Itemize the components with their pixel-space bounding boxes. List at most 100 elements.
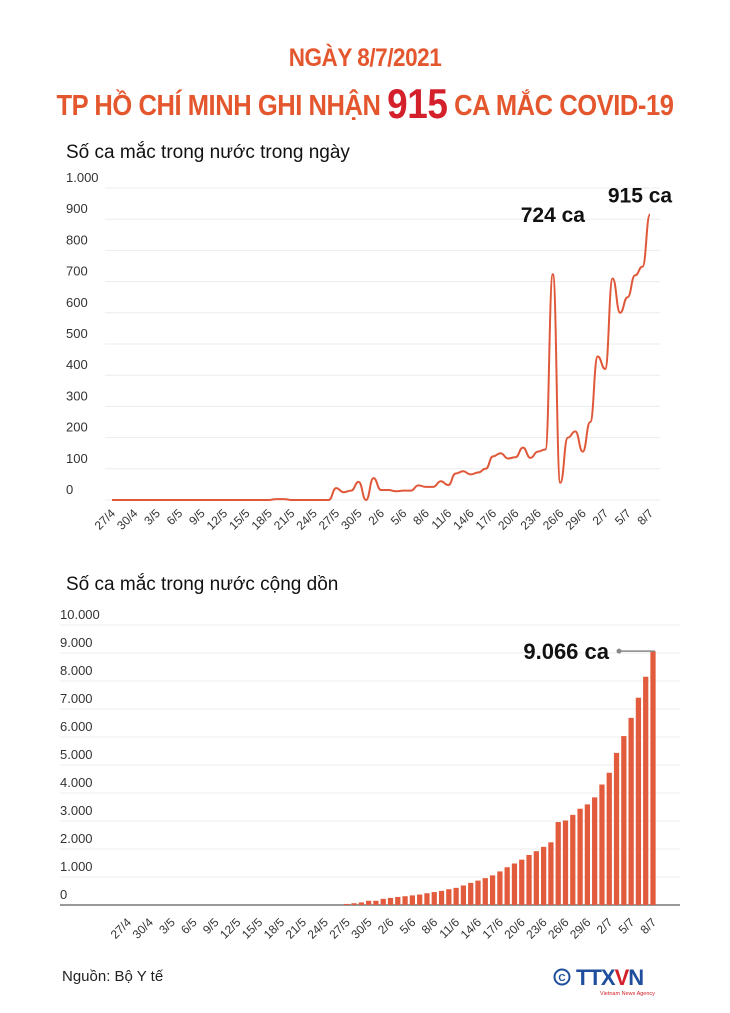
x-tick-label: 6/5 (164, 506, 186, 528)
y-tick-label: 1.000 (66, 170, 99, 185)
y-tick-label: 4.000 (60, 775, 93, 790)
cumulative-bar (395, 897, 401, 905)
cumulative-bar (599, 784, 605, 905)
cumulative-chart-title: Số ca mắc trong nước cộng dồn (66, 574, 339, 595)
y-tick-label: 400 (66, 357, 88, 372)
cumulative-bar (606, 772, 612, 905)
y-tick-label: 700 (66, 264, 88, 279)
cumulative-bar (643, 676, 649, 905)
y-tick-label: 0 (60, 887, 67, 902)
x-tick-label: 5/6 (397, 915, 419, 937)
cumulative-bar (373, 900, 379, 905)
x-tick-label: 18/5 (249, 506, 276, 533)
y-tick-label: 300 (66, 388, 88, 403)
x-tick-label: 30/4 (114, 506, 141, 533)
x-tick-label: 15/5 (239, 915, 266, 942)
x-tick-label: 6/5 (178, 915, 200, 937)
x-tick-label: 29/6 (567, 915, 594, 942)
svg-text:Vietnam News Agency: Vietnam News Agency (600, 991, 655, 997)
x-tick-label: 20/6 (495, 506, 522, 533)
daily-cases-line (111, 213, 651, 502)
cumulative-bar (497, 871, 503, 905)
cumulative-bar (446, 889, 452, 905)
svg-text:TTXVN: TTXVN (576, 965, 643, 990)
cumulative-bar (344, 903, 350, 905)
cumulative-bar (541, 846, 547, 905)
x-tick-label: 26/6 (545, 915, 572, 942)
cumulative-bar (424, 893, 430, 905)
annotation-label: 9.066 ca (523, 639, 609, 664)
svg-text:C: C (558, 973, 565, 984)
cumulative-bar (438, 890, 445, 905)
x-tick-label: 27/4 (92, 506, 119, 533)
cumulative-bar (417, 894, 423, 905)
x-tick-label: 20/6 (501, 915, 528, 942)
x-tick-label: 12/5 (217, 915, 244, 942)
y-tick-label: 10.000 (60, 607, 100, 622)
cumulative-bar (628, 717, 634, 905)
annotation-label: 915 ca (608, 185, 673, 208)
x-tick-label: 2/6 (375, 915, 397, 937)
copyright-icon (553, 968, 571, 986)
x-tick-label: 17/6 (473, 506, 500, 533)
cumulative-bar (621, 736, 627, 905)
headline-after: CA MẮC COVID-19 (454, 90, 674, 122)
cumulative-bar (613, 752, 620, 905)
cumulative-bar (460, 885, 467, 905)
cumulative-bar (358, 902, 364, 905)
y-tick-label: 100 (66, 451, 88, 466)
x-tick-label: 14/6 (450, 506, 477, 533)
x-tick-label: 8/6 (419, 915, 441, 937)
x-tick-label: 30/4 (130, 915, 157, 942)
daily-chart-title: Số ca mắc trong nước trong ngày (66, 142, 350, 163)
x-tick-label: 11/6 (436, 915, 462, 941)
x-tick-label: 3/5 (156, 915, 178, 937)
cumulative-bar (475, 880, 481, 905)
x-tick-label: 8/7 (634, 506, 656, 528)
cumulative-bar (431, 892, 437, 905)
y-tick-label: 2.000 (60, 831, 93, 846)
cumulative-bar (584, 804, 590, 905)
y-tick-label: 9.000 (60, 635, 93, 650)
cumulative-bar (366, 900, 372, 905)
x-tick-label: 24/5 (293, 506, 320, 533)
x-tick-label: 23/6 (523, 915, 550, 942)
cumulative-bar (519, 859, 525, 905)
y-tick-label: 8.000 (60, 663, 93, 678)
x-tick-label: 8/6 (410, 506, 432, 528)
cumulative-bar (511, 863, 518, 905)
y-tick-label: 600 (66, 295, 88, 310)
cumulative-bar (351, 903, 357, 905)
x-tick-label: 12/5 (204, 506, 231, 533)
cumulative-bar (533, 851, 539, 905)
x-tick-label: 26/6 (540, 506, 567, 533)
x-tick-label: 5/6 (388, 506, 410, 528)
x-tick-label: 15/5 (226, 506, 253, 533)
cumulative-bar (562, 820, 569, 905)
cumulative-bar (489, 875, 496, 905)
x-tick-label: 11/6 (429, 506, 455, 532)
x-tick-label: 27/4 (108, 915, 135, 942)
y-tick-label: 900 (66, 201, 88, 216)
y-tick-label: 5.000 (60, 747, 93, 762)
x-tick-label: 14/6 (458, 915, 485, 942)
x-tick-label: 3/5 (141, 506, 163, 528)
x-tick-label: 2/6 (365, 506, 387, 528)
y-tick-label: 500 (66, 326, 88, 341)
x-tick-label: 21/5 (271, 506, 298, 533)
cumulative-bar (577, 808, 583, 905)
x-tick-label: 29/6 (562, 506, 589, 533)
y-tick-label: 3.000 (60, 803, 93, 818)
cumulative-bar (504, 867, 510, 905)
source-note: Nguồn: Bộ Y tế (62, 968, 164, 985)
x-tick-label: 30/5 (348, 915, 375, 942)
headline-before: TP HỒ CHÍ MINH GHI NHẬN (56, 90, 381, 122)
x-tick-label: 21/5 (283, 915, 310, 942)
x-tick-label: 18/5 (261, 915, 288, 942)
cumulative-bar (635, 697, 642, 905)
y-tick-label: 800 (66, 232, 88, 247)
x-tick-label: 2/7 (590, 506, 612, 528)
x-tick-label: 30/5 (338, 506, 365, 533)
x-tick-label: 5/7 (616, 915, 638, 937)
x-tick-label: 27/5 (326, 915, 353, 942)
